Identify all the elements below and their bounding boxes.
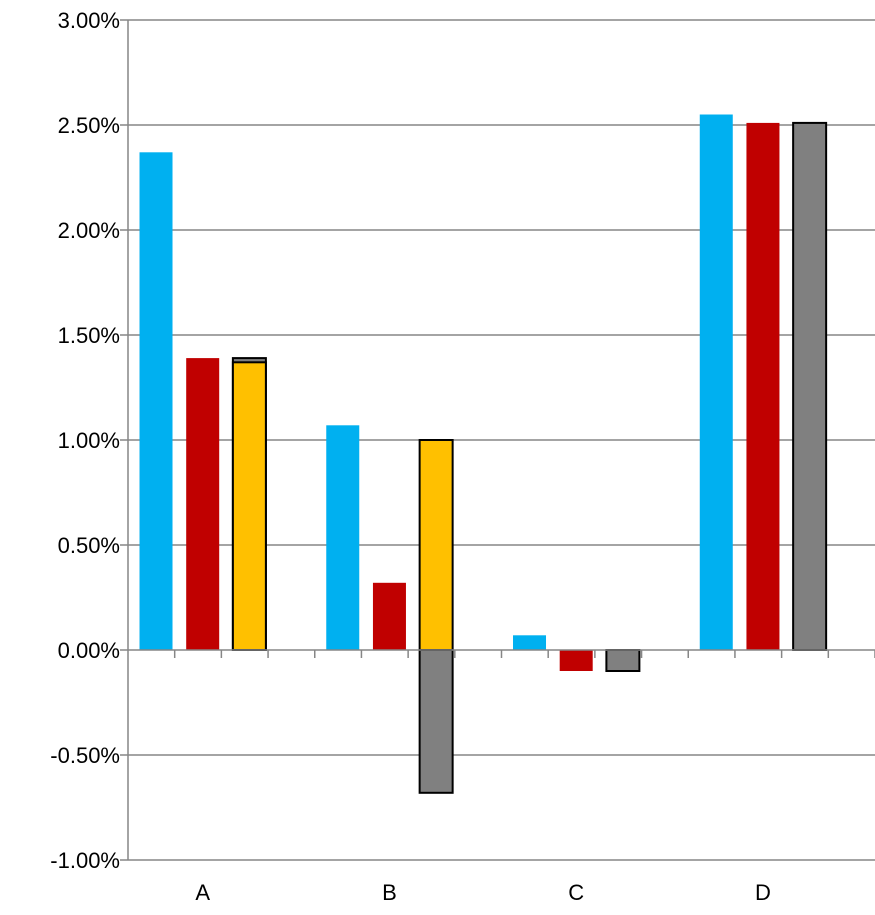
bar-B-gray [418,649,454,794]
x-category-label: D [755,880,771,905]
bar-B-yellow [418,439,454,651]
x-category-label: B [382,880,397,905]
bar-D-gray [792,121,828,651]
y-tick-label: 2.50% [58,113,120,138]
labels: 3.00% 2.50% 2.00% 1.50% 1.00% 0.50% 0.00% -0.50… [50,8,771,905]
bars [139,114,828,794]
y-tick-label: 0.00% [58,638,120,663]
bar-B-red [372,582,406,650]
bar-D-blue [699,114,733,650]
y-tick-label: 1.00% [58,428,120,453]
bar-A-red [186,358,220,650]
axes [120,19,875,861]
y-tick-label: 2.00% [58,218,120,243]
y-tick-label: -1.00% [50,848,120,873]
y-tick-label: 0.50% [58,533,120,558]
bar-C-gray [605,649,641,672]
bar-A-blue [139,152,173,651]
bar-C-blue [513,635,547,650]
bar-B-blue [326,425,360,650]
x-category-label: A [195,880,210,905]
bar-C-red [559,650,593,671]
bar-D-red [746,122,780,650]
y-tick-label: -0.50% [50,743,120,768]
y-tick-label: 3.00% [58,8,120,33]
bar-A-yellow [231,361,267,651]
y-tick-label: 1.50% [58,323,120,348]
x-category-label: C [568,880,584,905]
